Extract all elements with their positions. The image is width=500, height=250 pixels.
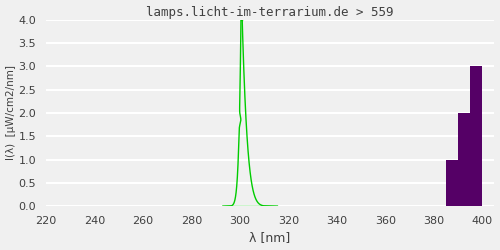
Bar	[446, 160, 458, 206]
Bar	[470, 66, 482, 206]
Title: lamps.licht-im-terrarium.de > 559: lamps.licht-im-terrarium.de > 559	[146, 6, 394, 18]
Y-axis label: I(λ)  [μW/cm2/nm]: I(λ) [μW/cm2/nm]	[6, 66, 16, 160]
Bar	[458, 113, 470, 206]
X-axis label: λ [nm]: λ [nm]	[250, 232, 290, 244]
